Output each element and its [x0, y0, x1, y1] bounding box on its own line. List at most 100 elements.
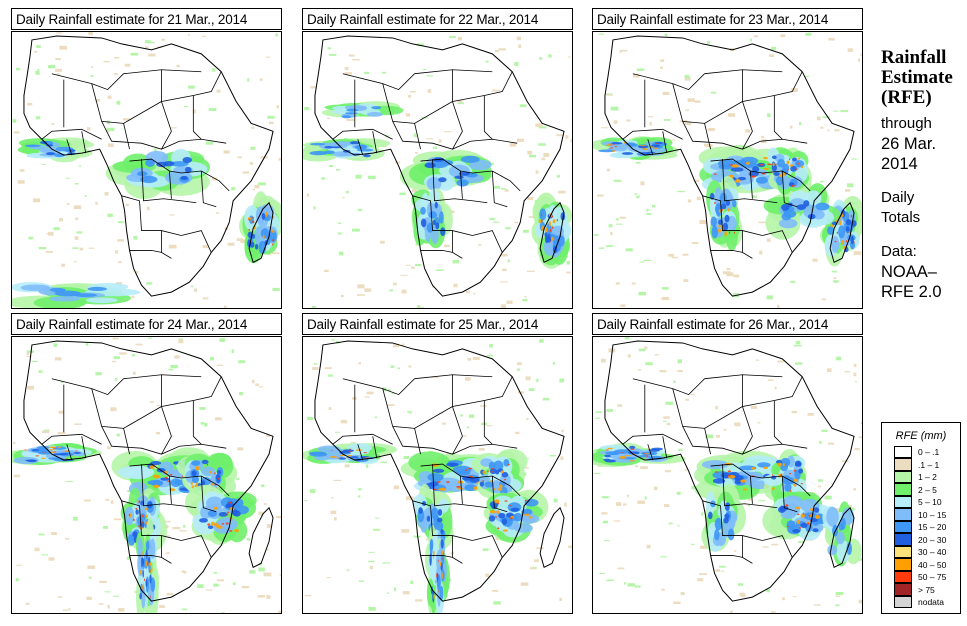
rain-cell	[693, 179, 700, 183]
rain-blob	[654, 147, 659, 150]
rain-blob	[731, 164, 739, 168]
rain-blob	[802, 513, 805, 515]
rain-cell	[791, 410, 798, 414]
rain-cell	[824, 495, 832, 500]
rain-cell	[659, 370, 667, 373]
rain-blob	[140, 175, 158, 184]
rain-cell	[107, 213, 113, 217]
rain-cell	[192, 109, 196, 114]
rain-cell	[661, 296, 670, 301]
rain-cell	[606, 409, 614, 412]
rain-cell	[268, 121, 274, 125]
rain-cell	[729, 610, 733, 613]
rain-blob	[793, 484, 797, 487]
rain-blob	[314, 455, 331, 461]
rain-blob	[655, 142, 659, 144]
rain-cell	[844, 189, 851, 192]
rain-cell	[771, 46, 777, 50]
rain-cell	[41, 430, 50, 434]
country-border	[420, 463, 521, 497]
rain-cell	[48, 231, 54, 236]
rain-blob	[456, 485, 461, 488]
rain-cell	[368, 560, 375, 563]
rain-cell	[382, 562, 391, 564]
rain-blob	[724, 513, 730, 519]
rain-blob	[336, 457, 341, 459]
rain-cell	[423, 68, 427, 71]
country-border	[414, 123, 421, 150]
rain-blob	[777, 462, 782, 467]
legend-label: 5 – 10	[918, 497, 942, 508]
rain-cell	[135, 270, 139, 274]
rain-blob	[752, 166, 760, 173]
rain-cell	[169, 214, 175, 216]
rain-blob	[26, 459, 38, 463]
rain-cell	[819, 440, 822, 444]
rain-blob	[164, 476, 169, 479]
rain-cell	[357, 284, 365, 289]
rain-blob	[508, 504, 512, 507]
country-border	[382, 388, 453, 429]
rain-blob	[436, 517, 443, 523]
rain-blob	[598, 149, 616, 153]
rain-cell	[638, 369, 641, 371]
rain-cell	[125, 203, 130, 207]
rain-cell	[500, 304, 506, 308]
rain-cell	[676, 491, 681, 495]
rain-blob	[507, 463, 510, 466]
country-border	[702, 500, 763, 541]
rain-cell	[556, 175, 561, 178]
rain-cell	[211, 177, 218, 181]
rain-cell	[685, 109, 689, 111]
rain-cell	[174, 355, 180, 359]
rain-cell	[112, 337, 119, 340]
rain-cell	[25, 602, 30, 605]
rain-cell	[477, 244, 482, 246]
legend-label: 0 – .1	[918, 447, 940, 458]
rain-cell	[635, 161, 641, 164]
rain-cell	[653, 486, 658, 491]
rain-cell	[114, 378, 118, 381]
rain-cell	[827, 129, 830, 131]
rain-cell	[336, 168, 340, 171]
rain-cell	[13, 131, 20, 134]
rain-cell	[500, 253, 508, 257]
rain-cell	[535, 170, 539, 174]
rain-cell	[213, 571, 218, 574]
rain-cell	[668, 253, 675, 257]
legend-item: 1 – 2	[894, 470, 946, 484]
rain-cell	[74, 236, 79, 240]
rain-blob	[348, 451, 352, 453]
rain-blob	[201, 459, 209, 465]
country-border	[632, 73, 705, 91]
rain-cell	[615, 502, 622, 506]
rain-cell	[677, 190, 686, 193]
rain-blob	[138, 500, 141, 504]
rain-cell	[518, 391, 524, 394]
rain-blob	[771, 164, 778, 172]
rain-cell	[266, 524, 271, 528]
legend-swatch	[894, 445, 912, 458]
legend-swatch	[894, 570, 912, 583]
rain-cell	[684, 74, 690, 79]
rain-cell	[691, 242, 699, 245]
rain-blob	[845, 240, 848, 243]
rain-blob	[68, 149, 76, 153]
rain-blob	[145, 549, 148, 559]
rain-blob	[727, 208, 730, 212]
rain-blob	[145, 158, 155, 167]
rain-blob	[545, 227, 548, 233]
rain-cell	[357, 495, 361, 498]
rain-cell	[807, 413, 814, 416]
rain-cell	[718, 565, 726, 568]
rain-blob	[58, 452, 69, 456]
rain-cell	[598, 33, 605, 35]
rain-cell	[394, 587, 397, 592]
rain-cell	[594, 234, 599, 237]
rain-cell	[638, 291, 646, 296]
rain-cell	[624, 337, 630, 340]
rain-blob	[195, 466, 200, 471]
rain-cell	[780, 34, 786, 38]
rain-cell	[558, 190, 566, 194]
rain-cell	[615, 223, 623, 225]
